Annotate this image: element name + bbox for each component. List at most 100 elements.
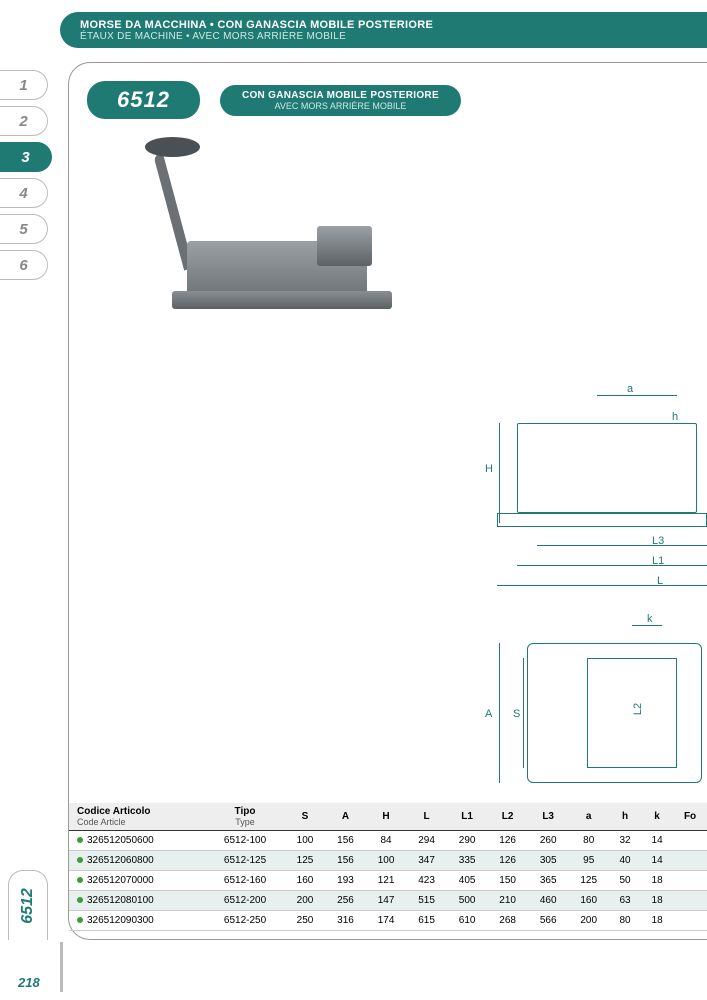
cell-value: 256 xyxy=(325,891,366,911)
cell-value: 610 xyxy=(447,911,488,931)
header-title-it: MORSE DA MACCHINA • CON GANASCIA MOBILE … xyxy=(80,19,707,31)
side-tab-1[interactable]: 1 xyxy=(0,70,48,100)
cell-value: 305 xyxy=(528,851,569,871)
cell-value: 125 xyxy=(285,851,326,871)
cell-code: 326512060800 xyxy=(69,851,205,871)
cell-value: 210 xyxy=(487,891,528,911)
cell-value: 250 xyxy=(285,911,326,931)
dim-label-h: h xyxy=(672,411,678,423)
cell-value: 260 xyxy=(528,831,569,851)
side-tab-2[interactable]: 2 xyxy=(0,106,48,136)
cell-value: 80 xyxy=(609,911,641,931)
cell-value: 200 xyxy=(568,911,609,931)
cell-value: 566 xyxy=(528,911,569,931)
cell-value xyxy=(673,871,707,891)
col-header-L: L xyxy=(406,803,447,831)
table-row: 3265120903006512-25025031617461561026856… xyxy=(69,911,707,931)
cell-value: 14 xyxy=(641,831,673,851)
cell-code: 326512080100 xyxy=(69,891,205,911)
cell-value: 80 xyxy=(568,831,609,851)
cell-value: 14 xyxy=(641,851,673,871)
table-row: 3265120506006512-10010015684294290126260… xyxy=(69,831,707,851)
cell-value: 268 xyxy=(487,911,528,931)
cell-value: 32 xyxy=(609,831,641,851)
col-header-A: A xyxy=(325,803,366,831)
cell-value: 95 xyxy=(568,851,609,871)
cell-type: 6512-125 xyxy=(205,851,284,871)
cell-value: 40 xyxy=(609,851,641,871)
product-code-badge: 6512 xyxy=(87,81,200,119)
col-header-L1: L1 xyxy=(447,803,488,831)
vise-knob-shape xyxy=(145,137,200,157)
diagram-side-view xyxy=(517,423,697,513)
cell-value: 150 xyxy=(487,871,528,891)
col-header-S: S xyxy=(285,803,326,831)
cell-value: 290 xyxy=(447,831,488,851)
cell-value: 147 xyxy=(366,891,407,911)
cell-code: 326512070000 xyxy=(69,871,205,891)
cell-value: 193 xyxy=(325,871,366,891)
vise-base-shape xyxy=(172,291,392,309)
col-header-L2: L2 xyxy=(487,803,528,831)
col-header-a: a xyxy=(568,803,609,831)
cell-value: 365 xyxy=(528,871,569,891)
side-tab-5[interactable]: 5 xyxy=(0,214,48,244)
cell-value: 423 xyxy=(406,871,447,891)
cell-value: 156 xyxy=(325,831,366,851)
cell-value: 294 xyxy=(406,831,447,851)
spec-table-wrap: Codice ArticoloCode ArticleTipoTypeSAHLL… xyxy=(69,803,707,931)
col-header-Codice Articolo: Codice ArticoloCode Article xyxy=(69,803,205,831)
col-header-L3: L3 xyxy=(528,803,569,831)
side-tabs: 1 2 3 4 5 6 xyxy=(0,70,55,286)
technical-diagram: a h H L3 L1 L k A S L2 xyxy=(477,383,707,813)
cell-value: 500 xyxy=(447,891,488,911)
diagram-base-line xyxy=(497,513,707,527)
col-header-h: h xyxy=(609,803,641,831)
dim-line-a xyxy=(597,395,677,396)
page-number: 218 xyxy=(18,975,40,990)
side-tab-4[interactable]: 4 xyxy=(0,178,48,208)
dim-line-L xyxy=(497,585,707,586)
page-number-divider xyxy=(60,942,63,992)
product-desc-fr: AVEC MORS ARRIÈRE MOBILE xyxy=(242,101,439,111)
cell-type: 6512-200 xyxy=(205,891,284,911)
cell-value: 405 xyxy=(447,871,488,891)
cell-code: 326512090300 xyxy=(69,911,205,931)
cell-value: 63 xyxy=(609,891,641,911)
table-row: 3265120801006512-20020025614751550021046… xyxy=(69,891,707,911)
header-title-fr: ÉTAUX DE MACHINE • AVEC MORS ARRIÈRE MOB… xyxy=(80,31,707,42)
side-product-code: 6512 xyxy=(19,888,37,924)
cell-value: 335 xyxy=(447,851,488,871)
dim-line-H xyxy=(499,423,500,523)
cell-value: 174 xyxy=(366,911,407,931)
cell-value: 100 xyxy=(285,831,326,851)
dim-label-H: H xyxy=(485,463,493,475)
side-tab-3[interactable]: 3 xyxy=(0,142,52,172)
cell-value: 18 xyxy=(641,911,673,931)
cell-value: 84 xyxy=(366,831,407,851)
cell-type: 6512-250 xyxy=(205,911,284,931)
cell-value: 160 xyxy=(285,871,326,891)
cell-value: 515 xyxy=(406,891,447,911)
side-product-label: 6512 xyxy=(8,870,48,940)
cell-value: 160 xyxy=(568,891,609,911)
col-header-H: H xyxy=(366,803,407,831)
cell-value: 347 xyxy=(406,851,447,871)
dim-line-k xyxy=(632,625,662,626)
product-photo xyxy=(117,131,417,331)
dim-label-k: k xyxy=(647,613,653,625)
cell-value: 615 xyxy=(406,911,447,931)
cell-value: 18 xyxy=(641,871,673,891)
dim-line-S xyxy=(523,658,524,768)
col-header-Fo: Fo xyxy=(673,803,707,831)
cell-value: 121 xyxy=(366,871,407,891)
cell-value: 100 xyxy=(366,851,407,871)
cell-value: 18 xyxy=(641,891,673,911)
side-tab-6[interactable]: 6 xyxy=(0,250,48,280)
dim-label-L2: L2 xyxy=(632,703,644,715)
dim-label-A: A xyxy=(485,708,492,720)
cell-value xyxy=(673,911,707,931)
col-header-Tipo: TipoType xyxy=(205,803,284,831)
table-row: 3265120608006512-12512515610034733512630… xyxy=(69,851,707,871)
cell-value: 156 xyxy=(325,851,366,871)
